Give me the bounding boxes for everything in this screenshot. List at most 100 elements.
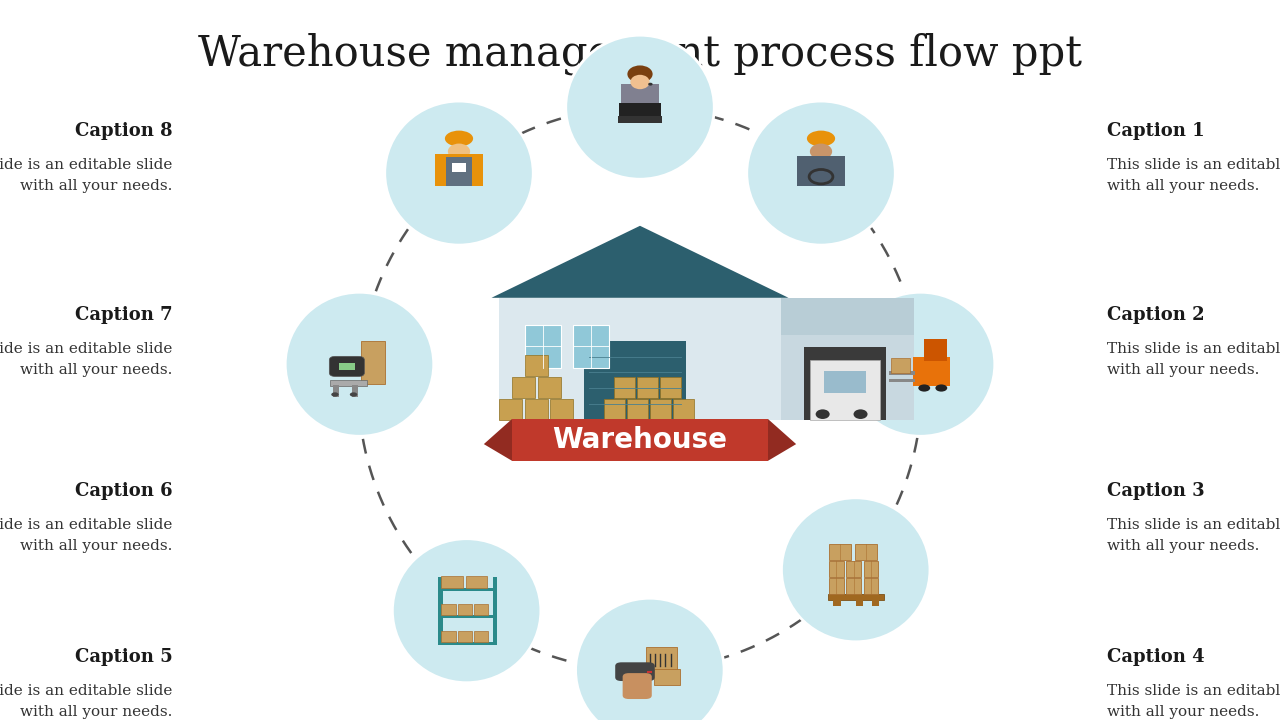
FancyBboxPatch shape [856,599,863,606]
Text: Caption 7: Caption 7 [76,306,173,324]
FancyBboxPatch shape [330,380,367,386]
FancyBboxPatch shape [628,93,643,107]
FancyBboxPatch shape [797,156,845,186]
Text: This slide is an editable slide
with all your needs.: This slide is an editable slide with all… [0,518,173,553]
FancyBboxPatch shape [352,385,358,397]
Ellipse shape [332,392,339,397]
FancyBboxPatch shape [445,157,472,186]
Ellipse shape [810,143,832,159]
FancyBboxPatch shape [614,377,635,398]
FancyBboxPatch shape [622,673,652,699]
FancyBboxPatch shape [660,377,681,398]
FancyBboxPatch shape [827,594,884,600]
FancyBboxPatch shape [525,400,548,420]
FancyBboxPatch shape [616,662,655,681]
FancyBboxPatch shape [864,578,878,594]
Ellipse shape [854,410,868,419]
FancyBboxPatch shape [512,419,768,461]
FancyBboxPatch shape [644,93,657,107]
Polygon shape [768,419,796,461]
FancyBboxPatch shape [621,84,659,113]
FancyBboxPatch shape [810,360,881,420]
Text: Warehouse management process flow ppt: Warehouse management process flow ppt [198,32,1082,75]
FancyBboxPatch shape [604,400,625,420]
FancyBboxPatch shape [781,298,914,343]
FancyBboxPatch shape [627,400,648,420]
Text: This slide is an editable slide
with all your needs.: This slide is an editable slide with all… [0,342,173,377]
Ellipse shape [285,292,434,436]
Ellipse shape [349,392,357,397]
Ellipse shape [630,75,650,89]
FancyBboxPatch shape [824,372,867,393]
FancyBboxPatch shape [442,603,456,615]
Text: Caption 8: Caption 8 [76,122,173,140]
Ellipse shape [448,143,470,159]
FancyBboxPatch shape [913,357,950,386]
FancyBboxPatch shape [584,341,686,420]
FancyBboxPatch shape [474,603,489,615]
FancyBboxPatch shape [435,153,483,186]
Text: Caption 4: Caption 4 [1107,648,1204,666]
FancyBboxPatch shape [855,544,877,559]
Text: Caption 2: Caption 2 [1107,306,1204,324]
Ellipse shape [815,410,829,419]
FancyBboxPatch shape [525,355,548,376]
FancyBboxPatch shape [781,335,914,420]
Ellipse shape [806,130,835,146]
Ellipse shape [812,156,829,163]
Ellipse shape [936,384,947,392]
FancyBboxPatch shape [499,400,522,420]
FancyBboxPatch shape [804,347,886,420]
FancyBboxPatch shape [458,603,472,615]
Text: Caption 6: Caption 6 [76,482,173,500]
FancyBboxPatch shape [361,341,385,384]
Ellipse shape [445,130,474,146]
FancyBboxPatch shape [846,561,861,577]
FancyBboxPatch shape [890,379,915,382]
FancyBboxPatch shape [538,377,561,398]
Text: Caption 3: Caption 3 [1107,482,1204,500]
FancyBboxPatch shape [466,576,488,588]
FancyBboxPatch shape [846,578,861,594]
Ellipse shape [918,384,931,392]
FancyBboxPatch shape [864,561,878,577]
FancyBboxPatch shape [646,647,677,670]
FancyBboxPatch shape [872,599,879,606]
FancyBboxPatch shape [829,561,844,577]
Ellipse shape [746,101,895,245]
FancyBboxPatch shape [439,588,495,590]
FancyBboxPatch shape [333,385,339,397]
Ellipse shape [566,35,714,179]
Text: This slide is an editable slide
with all your needs.: This slide is an editable slide with all… [1107,342,1280,377]
FancyBboxPatch shape [573,325,609,367]
Polygon shape [492,226,788,298]
Ellipse shape [782,498,931,642]
Ellipse shape [576,598,724,720]
FancyBboxPatch shape [439,642,495,645]
FancyBboxPatch shape [829,578,844,594]
FancyBboxPatch shape [442,576,463,588]
Text: Caption 5: Caption 5 [76,648,173,666]
Text: This slide is an editable slide
with all your needs.: This slide is an editable slide with all… [0,684,173,719]
FancyBboxPatch shape [439,615,495,618]
FancyBboxPatch shape [452,163,466,171]
FancyBboxPatch shape [891,359,910,373]
FancyBboxPatch shape [890,372,915,375]
Polygon shape [484,419,512,461]
Text: This slide is an editable slide
with all your needs.: This slide is an editable slide with all… [1107,158,1280,193]
FancyBboxPatch shape [458,631,472,642]
FancyBboxPatch shape [474,631,489,642]
Ellipse shape [846,292,995,436]
FancyBboxPatch shape [654,669,680,685]
Text: Caption 1: Caption 1 [1107,122,1204,140]
FancyBboxPatch shape [618,116,662,123]
Ellipse shape [627,66,653,83]
FancyBboxPatch shape [512,377,535,398]
Ellipse shape [385,101,534,245]
Text: Warehouse: Warehouse [553,426,727,454]
FancyBboxPatch shape [439,577,443,645]
FancyBboxPatch shape [525,325,561,367]
Text: This slide is an editable slide
with all your needs.: This slide is an editable slide with all… [1107,518,1280,553]
FancyBboxPatch shape [620,103,660,116]
FancyBboxPatch shape [650,400,671,420]
